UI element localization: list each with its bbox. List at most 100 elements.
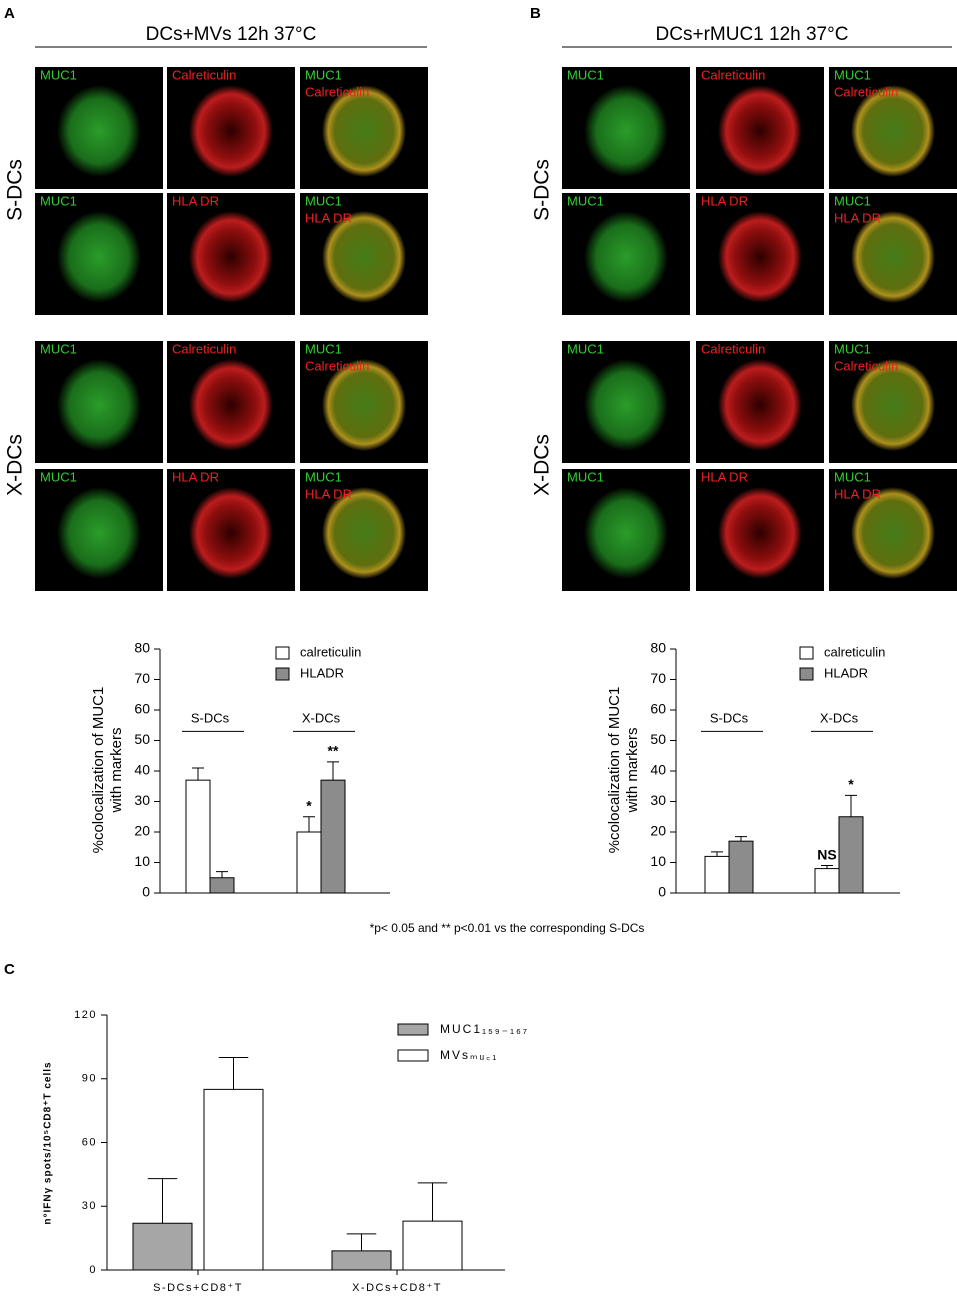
row-label: S-DCs <box>531 159 554 221</box>
cell <box>584 359 668 451</box>
image-label: MUC1 <box>834 469 871 484</box>
image-label: MUC1 <box>834 341 871 356</box>
image-label: MUC1 <box>40 469 77 484</box>
bar <box>185 779 211 894</box>
y-tick-label: 50 <box>650 731 666 747</box>
legend-label: calreticulin <box>824 644 885 659</box>
significance: * <box>848 776 854 792</box>
cell <box>189 359 273 451</box>
bar <box>331 1250 392 1271</box>
error-bar <box>192 767 204 781</box>
bar <box>320 779 346 894</box>
image-label: MUC1 <box>567 193 604 208</box>
y-axis-label: %colocalization of MUC1 <box>606 687 623 854</box>
y-tick-label: 60 <box>82 1136 97 1148</box>
cell <box>718 85 802 177</box>
image-label: MUC1 <box>40 341 77 356</box>
image-label: HLA DR <box>834 210 881 225</box>
image-label: MUC1 <box>305 469 342 484</box>
legend-swatch <box>799 646 814 660</box>
cell <box>57 211 141 303</box>
category-label: S-DCs <box>191 711 230 726</box>
image-label: MUC1 <box>834 193 871 208</box>
y-tick-label: 0 <box>658 884 666 900</box>
image-label: MUC1 <box>305 67 342 82</box>
y-tick-label: 20 <box>134 823 150 839</box>
image-label: HLA DR <box>172 193 219 208</box>
image-label: HLA DR <box>305 486 352 501</box>
cell <box>322 211 406 303</box>
legend-swatch <box>397 1049 429 1062</box>
cell <box>322 359 406 451</box>
panel-title: DCs+rMUC1 12h 37°C <box>656 24 849 45</box>
legend-label: MVsₘᵤ꜀₁ <box>440 1048 498 1062</box>
image-label: Calreticulin <box>172 67 236 82</box>
error-bar <box>303 816 315 832</box>
y-tick-label: 0 <box>142 884 150 900</box>
panel-letter: B <box>530 5 541 22</box>
y-axis-label: with markers <box>624 727 641 813</box>
cell <box>851 211 935 303</box>
cell <box>718 359 802 451</box>
significance: * <box>306 797 312 813</box>
bar <box>203 1088 264 1271</box>
legend-label: HLADR <box>824 665 868 680</box>
image-label: Calreticulin <box>701 67 765 82</box>
legend-label: MUC1₁₅₉₋₁₆₇ <box>440 1022 529 1036</box>
panel-letter: A <box>4 5 15 22</box>
error-bar <box>218 1057 249 1090</box>
image-label: MUC1 <box>305 341 342 356</box>
image-label: MUC1 <box>40 67 77 82</box>
cell <box>718 487 802 579</box>
category-label: X-DCs <box>302 711 341 726</box>
y-tick-label: 10 <box>650 853 666 869</box>
significance: ** <box>328 743 339 759</box>
y-tick-label: 120 <box>74 1009 97 1021</box>
y-tick-label: 20 <box>650 823 666 839</box>
error-bar <box>735 836 747 842</box>
y-tick-label: 50 <box>134 731 150 747</box>
bar <box>402 1220 463 1271</box>
bar <box>728 840 754 894</box>
image-label: Calreticulin <box>834 84 898 99</box>
y-tick-label: 70 <box>650 670 666 686</box>
image-label: Calreticulin <box>172 341 236 356</box>
bar <box>132 1222 193 1271</box>
error-bar <box>216 871 228 878</box>
cell <box>851 359 935 451</box>
cell <box>57 359 141 451</box>
cell <box>718 211 802 303</box>
error-bar <box>346 1233 377 1251</box>
row-label: X-DCs <box>4 434 27 496</box>
panel-title: DCs+MVs 12h 37°C <box>146 24 317 45</box>
y-tick-label: 30 <box>82 1200 97 1212</box>
legend-label: calreticulin <box>300 644 361 659</box>
y-tick-label: 80 <box>650 640 666 656</box>
cell <box>57 85 141 177</box>
y-axis-label: %colocalization of MUC1 <box>90 687 107 854</box>
image-label: Calreticulin <box>305 358 369 373</box>
cell <box>851 85 935 177</box>
cell <box>322 487 406 579</box>
cell <box>189 211 273 303</box>
bar <box>704 855 730 894</box>
y-tick-label: 70 <box>134 670 150 686</box>
image-label: MUC1 <box>567 341 604 356</box>
y-tick-label: 60 <box>134 701 150 717</box>
cell <box>584 85 668 177</box>
error-bar <box>711 851 723 857</box>
bar <box>814 868 840 894</box>
x-tick-label: S-DCs+CD8⁺T <box>153 1282 243 1294</box>
cell <box>189 487 273 579</box>
cell <box>189 85 273 177</box>
image-label: MUC1 <box>567 67 604 82</box>
error-bar <box>327 761 339 781</box>
significance: NS <box>817 846 836 862</box>
error-bar <box>845 794 857 817</box>
image-label: HLA DR <box>172 469 219 484</box>
bar <box>838 816 864 894</box>
legend-label: HLADR <box>300 665 344 680</box>
y-tick-label: 30 <box>134 792 150 808</box>
image-label: MUC1 <box>305 193 342 208</box>
